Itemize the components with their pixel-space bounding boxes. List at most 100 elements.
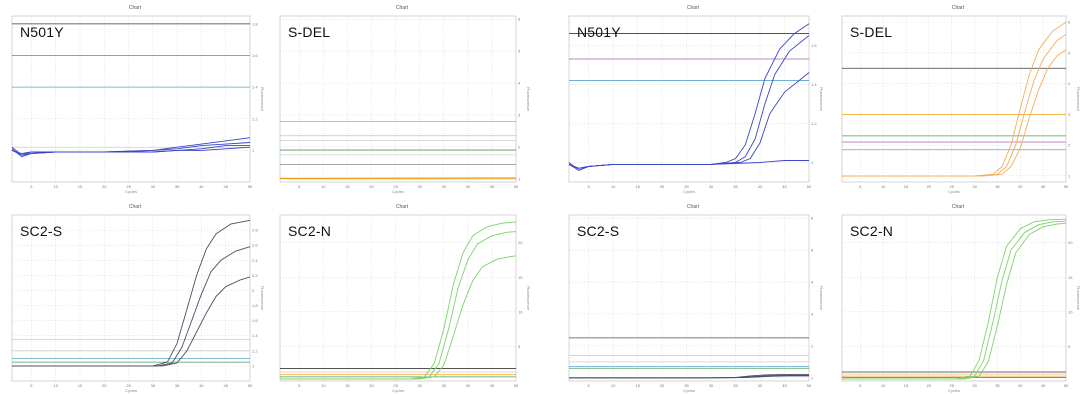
x-tick-label: 30 [709, 184, 714, 189]
y-axis-label: Fluorescence [1076, 286, 1080, 311]
chart-title: Chart [128, 5, 142, 11]
x-tick-label: 50 [248, 184, 253, 189]
y-tick-label: 2 [518, 144, 521, 149]
chart-title: Chart [686, 5, 700, 11]
chart-title: Chart [951, 204, 965, 210]
y-tick-label: 2.8 [252, 228, 258, 233]
chart-svg: 5 10 15 20 25 30 35 40 45 50 5 10 15 20 Cycles Fluoresc… [279, 214, 530, 393]
x-tick-label: 35 [442, 383, 447, 388]
x-tick-label: 20 [102, 383, 107, 388]
y-tick-label: 6 [811, 216, 814, 221]
y-tick-label: 3 [1068, 112, 1071, 117]
x-tick-label: 50 [807, 383, 812, 388]
y-tick-label: 1.2 [811, 121, 817, 126]
chart-svg: 5 10 15 20 25 30 35 40 45 50123456CyclesFluoresce… [841, 15, 1080, 194]
amplification-curve [280, 231, 517, 380]
x-tick-label: 45 [490, 383, 495, 388]
y-tick-label: 2 [252, 288, 255, 293]
chart-panel-2: 5 10 15 20 25 30 35 40 45 50 1 2 3 4 5 6 Cycles Fluoresce… [274, 4, 530, 194]
x-tick-label: 45 [782, 184, 787, 189]
x-tick-label: 45 [490, 184, 495, 189]
x-tick-label: 15 [904, 383, 909, 388]
x-tick-label: 25 [684, 383, 689, 388]
plot-frame [11, 15, 251, 183]
x-tick-label: 20 [660, 184, 665, 189]
x-tick-label: 15 [345, 184, 350, 189]
y-axis-label: Fluorescence [526, 286, 530, 311]
x-tick-label: 35 [733, 383, 738, 388]
x-tick-label: 45 [782, 383, 787, 388]
y-tick-label: 20 [1068, 240, 1073, 245]
target-label: SC2-N [850, 223, 894, 239]
x-tick-label: 30 [151, 383, 156, 388]
x-tick-label: 5 [298, 184, 301, 189]
x-tick-label: 30 [972, 383, 977, 388]
y-axis-label: Fluorescence [819, 286, 823, 311]
amplification-curve [12, 246, 251, 367]
x-tick-label: 40 [1018, 383, 1023, 388]
x-tick-label: 25 [393, 184, 398, 189]
target-label: SC2-S [577, 223, 620, 239]
y-tick-label: 20 [518, 240, 523, 245]
x-tick-label: 15 [904, 184, 909, 189]
y-tick-label: 2.2 [252, 273, 258, 278]
amplification-curve [12, 276, 251, 367]
x-tick-label: 5 [859, 184, 862, 189]
plot-frame [568, 15, 810, 183]
target-label: S-DEL [850, 24, 893, 40]
y-tick-label: 5 [518, 49, 521, 54]
x-tick-label: 15 [345, 383, 350, 388]
x-tick-label: 5 [587, 383, 590, 388]
y-tick-label: 3 [811, 311, 814, 316]
x-tick-label: 10 [611, 184, 616, 189]
x-axis-label: Cycles [125, 189, 137, 194]
amplification-curve [280, 221, 517, 380]
y-tick-label: 1.4 [252, 333, 258, 338]
chart-svg: 5 10 15 20 25 30 35 40 45 50 5 10 15 20 Cycles Fluoresc… [841, 214, 1080, 393]
x-axis-label: Cycles [125, 388, 137, 393]
plot-frame [841, 214, 1067, 382]
y-tick-label: 1.6 [252, 318, 258, 323]
y-tick-label: 2 [1068, 143, 1071, 148]
x-tick-label: 15 [635, 383, 640, 388]
x-tick-label: 50 [1064, 184, 1069, 189]
x-tick-label: 40 [758, 184, 763, 189]
x-tick-label: 15 [78, 383, 83, 388]
y-tick-label: 2.4 [252, 258, 258, 263]
y-tick-label: 1 [811, 160, 814, 165]
plot-frame [279, 15, 517, 183]
chart-title: Chart [395, 204, 409, 210]
y-tick-label: 1.8 [252, 303, 258, 308]
y-tick-label: 4 [1068, 81, 1071, 86]
x-tick-label: 25 [949, 383, 954, 388]
y-tick-label: 6 [518, 17, 521, 22]
x-tick-label: 20 [369, 383, 374, 388]
x-tick-label: 25 [126, 383, 131, 388]
x-axis-label: Cycles [392, 388, 404, 393]
x-tick-label: 30 [417, 184, 422, 189]
y-tick-label: 1 [1068, 173, 1071, 178]
y-tick-label: 1.4 [252, 85, 258, 90]
x-tick-label: 25 [684, 184, 689, 189]
x-tick-label: 50 [248, 383, 253, 388]
x-tick-label: 10 [321, 184, 326, 189]
chart-panel-6: 5 10 15 20 25 30 35 40 45 50 5 10 15 20 Cycles Fluoresc… [274, 203, 530, 393]
x-tick-label: 35 [995, 383, 1000, 388]
x-axis-label: Cycles [683, 189, 695, 194]
chart-svg: 5 10 15 20 25 30 35 40 45 50 1 1.2 1.4 1.6 1.8 Cycles Fl… [11, 15, 264, 194]
x-tick-label: 20 [102, 184, 107, 189]
x-tick-label: 50 [1064, 383, 1069, 388]
x-axis-label: Cycles [948, 388, 960, 393]
x-tick-label: 50 [807, 184, 812, 189]
x-tick-label: 45 [1041, 184, 1046, 189]
plot-frame [568, 214, 810, 382]
y-tick-label: 1.2 [252, 348, 258, 353]
x-tick-label: 35 [175, 383, 180, 388]
amplification-curve [12, 219, 251, 367]
x-tick-label: 35 [733, 184, 738, 189]
y-tick-label: 3 [518, 112, 521, 117]
y-tick-label: 5 [518, 344, 521, 349]
chart-svg: 5 10 15 20 25 30 35 40 45 50 1 1.2 1.4 1.6 1.8 2 2.2 2.4 2… [11, 214, 264, 393]
plot-frame [11, 214, 251, 382]
chart-panel-4: 5 10 15 20 25 30 35 40 45 50 1 2 3 4 5 6 Cycles Fluoresce… [836, 4, 1080, 194]
